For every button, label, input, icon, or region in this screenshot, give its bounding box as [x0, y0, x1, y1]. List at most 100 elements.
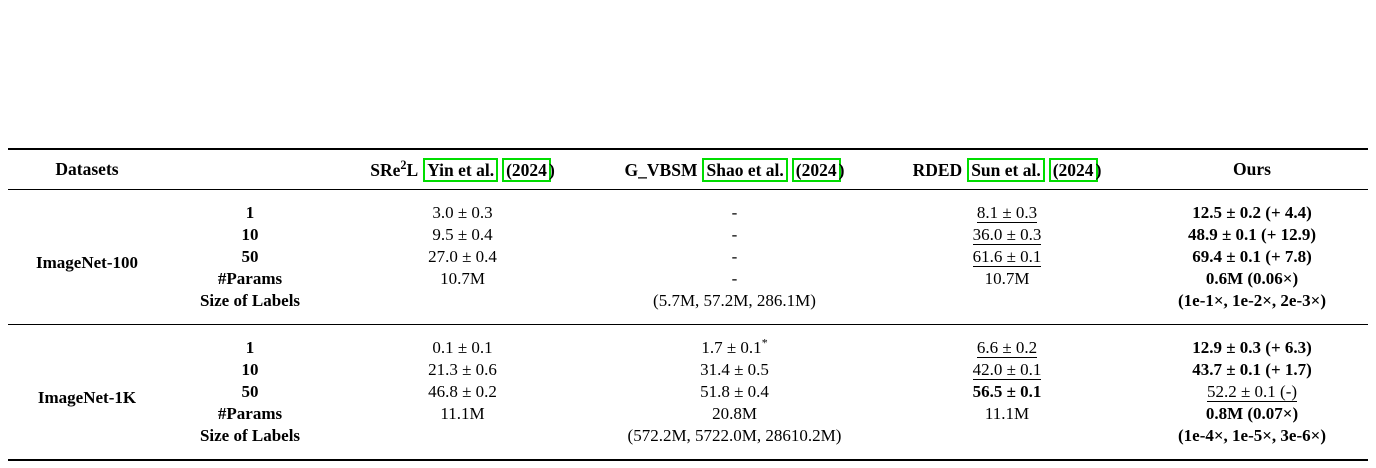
citation-year-link[interactable]: (2024: [1048, 157, 1098, 182]
cell-value: 27.0 ± 0.4: [428, 247, 497, 266]
cell-value: -: [731, 203, 738, 222]
citation-year-close: ): [838, 159, 845, 180]
cell-value: -: [731, 225, 738, 244]
cell-value: 61.6 ± 0.1: [972, 247, 1042, 267]
row-label: 50: [241, 382, 259, 401]
cell-value: 10.7M: [440, 269, 485, 288]
value-cell: 11.1M: [334, 403, 591, 425]
row-label: Size of Labels: [199, 426, 301, 445]
value-cell: [878, 425, 1136, 460]
method-name-sup: 2: [400, 157, 407, 172]
value-cell: -: [591, 268, 878, 290]
method-name: SRe2L: [370, 157, 419, 180]
value-cell: 8.1 ± 0.3: [878, 190, 1136, 225]
cell-value: 52.2 ± 0.1 (-): [1206, 382, 1298, 402]
cell-value: 10.7M: [984, 269, 1030, 288]
cell-value: (1e-1×, 1e-2×, 2e-3×): [1177, 291, 1326, 310]
row-label: 50: [241, 247, 259, 266]
value-cell: (572.2M, 5722.0M, 28610.2M): [591, 425, 878, 460]
method-name-pre: G_VBSM: [624, 159, 698, 180]
value-cell: 0.6M (0.06×): [1136, 268, 1368, 290]
value-cell: [878, 290, 1136, 325]
value-cell: 1.7 ± 0.1*: [591, 325, 878, 360]
cell-value: (572.2M, 5722.0M, 28610.2M): [627, 426, 842, 445]
row-label: 1: [245, 338, 255, 357]
method-name: RDED: [913, 160, 963, 180]
cell-value: 6.6 ± 0.2: [976, 338, 1038, 358]
value-cell: 46.8 ± 0.2: [334, 381, 591, 403]
value-cell: 3.0 ± 0.3: [334, 190, 591, 225]
cell-value: 9.5 ± 0.4: [432, 225, 493, 244]
citation-link[interactable]: Sun et al.: [967, 157, 1045, 182]
cell-value: 21.3 ± 0.6: [428, 360, 497, 379]
table-row: 10 21.3 ± 0.6 31.4 ± 0.5 42.0 ± 0.1 43.7 ± 0…: [8, 359, 1368, 381]
imagenet-100-block: ImageNet-100 1 3.0 ± 0.3 - 8.1 ± 0.3 12.5 ± 0…: [8, 190, 1368, 325]
value-cell: (5.7M, 57.2M, 286.1M): [591, 290, 878, 325]
table-row: Size of Labels (5.7M, 57.2M, 286.1M) (1e-1…: [8, 290, 1368, 325]
value-cell: 21.3 ± 0.6: [334, 359, 591, 381]
table-row: #Params 10.7M - 10.7M 0.6M (0.06×): [8, 268, 1368, 290]
value-cell: 0.8M (0.07×): [1136, 403, 1368, 425]
table-row: 50 46.8 ± 0.2 51.8 ± 0.4 56.5 ± 0.1 52.2 ± 0…: [8, 381, 1368, 403]
cell-value: 11.1M: [984, 404, 1030, 423]
cell-value: 48.9 ± 0.1 (+ 12.9): [1187, 225, 1317, 244]
value-cell: 6.6 ± 0.2: [878, 325, 1136, 360]
value-cell: 10.7M: [334, 268, 591, 290]
cell-value: 12.5 ± 0.2 (+ 4.4): [1192, 203, 1312, 222]
cell-value: 69.4 ± 0.1 (+ 7.8): [1192, 247, 1312, 266]
cell-value: 11.1M: [440, 404, 485, 423]
value-cell: (1e-4×, 1e-5×, 3e-6×): [1136, 425, 1368, 460]
table-row: ImageNet-1K 1 0.1 ± 0.1 1.7 ± 0.1* 6.6 ± 0.2…: [8, 325, 1368, 407]
results-table: Datasets SRe2L Yin et al. (2024) G_VBSM Sha…: [8, 148, 1368, 461]
value-cell: 31.4 ± 0.5: [591, 359, 878, 381]
cell-value: 36.0 ± 0.3: [972, 225, 1042, 245]
cell-value: 12.9 ± 0.3 (+ 6.3): [1192, 338, 1312, 357]
value-cell: 27.0 ± 0.4: [334, 246, 591, 268]
method-header-gvbsm: G_VBSM Shao et al. (2024): [591, 149, 878, 190]
value-cell: -: [591, 190, 878, 225]
dataset-label: ImageNet-1K: [37, 388, 137, 407]
method-name-pre: SRe: [370, 159, 401, 180]
value-cell: [334, 290, 591, 325]
cell-value: 1.7 ± 0.1*: [701, 335, 768, 357]
cell-value: 0.8M (0.07×): [1205, 404, 1299, 423]
method-name-pre: RDED: [912, 159, 963, 180]
footnote-marker: *: [761, 335, 768, 350]
cell-value: 46.8 ± 0.2: [428, 382, 497, 401]
value-cell: 11.1M: [878, 403, 1136, 425]
row-label: #Params: [217, 404, 283, 423]
ours-header: Ours: [1136, 149, 1368, 190]
value-cell: 56.5 ± 0.1: [878, 381, 1136, 403]
imagenet-1k-block: ImageNet-1K 1 0.1 ± 0.1 1.7 ± 0.1* 6.6 ± 0.2…: [8, 324, 1368, 461]
citation-year-link[interactable]: (2024: [502, 157, 551, 182]
value-cell: 12.5 ± 0.2 (+ 4.4): [1136, 190, 1368, 225]
cell-value: 42.0 ± 0.1: [972, 360, 1042, 380]
value-cell: -: [591, 224, 878, 246]
value-cell: 36.0 ± 0.3: [878, 224, 1136, 246]
value-cell: 48.9 ± 0.1 (+ 12.9): [1136, 224, 1368, 246]
value-cell: (1e-1×, 1e-2×, 2e-3×): [1136, 290, 1368, 325]
datasets-header: Datasets: [8, 149, 166, 190]
cell-value: 3.0 ± 0.3: [432, 203, 493, 222]
cell-value: 31.4 ± 0.5: [700, 360, 769, 379]
value-cell: 10.7M: [878, 268, 1136, 290]
header-row: Datasets SRe2L Yin et al. (2024) G_VBSM Sha…: [8, 149, 1368, 190]
citation-link[interactable]: Shao et al.: [702, 157, 788, 182]
cell-value: (5.7M, 57.2M, 286.1M): [653, 291, 816, 310]
value-cell: 12.9 ± 0.3 (+ 6.3): [1136, 325, 1368, 360]
row-label: 1: [245, 203, 255, 222]
value-cell: 69.4 ± 0.1 (+ 7.8): [1136, 246, 1368, 268]
value-cell: 0.1 ± 0.1: [334, 325, 591, 360]
table-row: 50 27.0 ± 0.4 - 61.6 ± 0.1 69.4 ± 0.1 (+ 7.8…: [8, 246, 1368, 268]
value-cell: 52.2 ± 0.1 (-): [1136, 381, 1368, 403]
citation-year-link[interactable]: (2024: [791, 157, 841, 182]
ours-header-label: Ours: [1233, 159, 1271, 179]
cell-value: 56.5 ± 0.1: [972, 382, 1042, 401]
value-cell: -: [591, 246, 878, 268]
method-name-post: L: [406, 159, 419, 180]
cell-value: 0.6M (0.06×): [1205, 269, 1299, 288]
cell-value: 8.1 ± 0.3: [976, 203, 1038, 223]
cell-value: 0.1 ± 0.1: [432, 338, 493, 357]
citation-link[interactable]: Yin et al.: [423, 157, 499, 182]
